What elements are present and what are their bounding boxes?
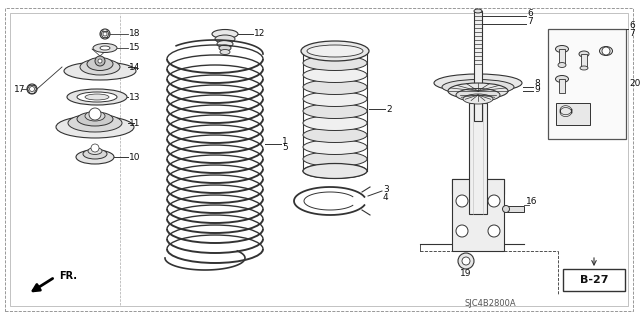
Bar <box>559 49 565 65</box>
Text: 8: 8 <box>534 79 540 88</box>
Ellipse shape <box>83 149 107 159</box>
Ellipse shape <box>456 88 500 101</box>
Ellipse shape <box>303 43 367 58</box>
Ellipse shape <box>303 103 367 118</box>
Text: 2: 2 <box>386 105 392 114</box>
Ellipse shape <box>301 41 369 61</box>
Circle shape <box>456 225 468 237</box>
Text: 11: 11 <box>129 118 141 128</box>
Ellipse shape <box>303 139 367 154</box>
Circle shape <box>602 47 610 55</box>
Circle shape <box>458 253 474 269</box>
Ellipse shape <box>220 49 230 55</box>
Ellipse shape <box>85 94 109 100</box>
Ellipse shape <box>556 46 568 53</box>
Bar <box>581 54 587 68</box>
Text: 7: 7 <box>527 18 532 26</box>
Text: B-27: B-27 <box>580 275 608 285</box>
Ellipse shape <box>68 114 122 132</box>
Circle shape <box>95 56 105 66</box>
Ellipse shape <box>100 46 110 50</box>
Ellipse shape <box>303 115 367 130</box>
Text: FR.: FR. <box>59 271 77 281</box>
Ellipse shape <box>448 83 508 99</box>
Ellipse shape <box>580 66 588 70</box>
Ellipse shape <box>215 35 235 43</box>
Polygon shape <box>452 179 504 243</box>
Text: 7: 7 <box>629 29 635 39</box>
Circle shape <box>488 225 500 237</box>
Ellipse shape <box>303 56 367 70</box>
Circle shape <box>462 257 470 265</box>
Ellipse shape <box>77 92 117 102</box>
Circle shape <box>98 59 102 63</box>
Ellipse shape <box>579 51 589 57</box>
Text: 1: 1 <box>282 137 288 145</box>
Text: 13: 13 <box>129 93 141 101</box>
Ellipse shape <box>600 47 612 56</box>
Circle shape <box>91 144 99 152</box>
Circle shape <box>103 32 107 36</box>
Ellipse shape <box>93 43 117 53</box>
Ellipse shape <box>303 79 367 94</box>
Ellipse shape <box>64 62 136 80</box>
Ellipse shape <box>76 150 114 164</box>
Ellipse shape <box>56 116 134 138</box>
Ellipse shape <box>307 45 363 57</box>
Text: 15: 15 <box>129 43 141 53</box>
Circle shape <box>488 195 500 207</box>
Ellipse shape <box>434 74 522 92</box>
Bar <box>474 11 482 121</box>
Circle shape <box>89 108 101 120</box>
Bar <box>452 179 504 251</box>
Ellipse shape <box>303 92 367 107</box>
Bar <box>563 269 625 291</box>
Text: 4: 4 <box>383 192 388 202</box>
Text: 6: 6 <box>527 10 532 19</box>
Text: 16: 16 <box>526 197 538 206</box>
Ellipse shape <box>217 41 233 48</box>
Ellipse shape <box>303 152 367 167</box>
Ellipse shape <box>303 164 367 179</box>
Bar <box>548 29 626 139</box>
Text: 10: 10 <box>129 152 141 161</box>
Ellipse shape <box>303 164 367 179</box>
Ellipse shape <box>212 29 238 39</box>
Bar <box>469 103 487 214</box>
Text: 14: 14 <box>129 63 140 71</box>
Circle shape <box>27 84 37 94</box>
Ellipse shape <box>442 79 514 94</box>
Text: SJC4B2800A: SJC4B2800A <box>464 299 516 308</box>
Ellipse shape <box>77 112 113 126</box>
Ellipse shape <box>303 128 367 143</box>
Circle shape <box>100 29 110 39</box>
Bar <box>556 103 590 125</box>
Text: 19: 19 <box>460 269 472 278</box>
Circle shape <box>29 86 35 92</box>
Bar <box>559 79 565 93</box>
Text: 3: 3 <box>383 184 388 194</box>
Ellipse shape <box>88 147 102 154</box>
Circle shape <box>456 195 468 207</box>
Ellipse shape <box>219 45 231 51</box>
Ellipse shape <box>80 59 120 75</box>
Text: 5: 5 <box>282 143 288 152</box>
Text: 17: 17 <box>13 85 25 93</box>
Text: 6: 6 <box>629 21 635 31</box>
Ellipse shape <box>474 9 482 13</box>
Text: 18: 18 <box>129 29 141 39</box>
Text: 20: 20 <box>629 79 640 88</box>
Ellipse shape <box>85 111 105 121</box>
Ellipse shape <box>556 76 568 83</box>
Text: 12: 12 <box>254 29 266 39</box>
Text: 9: 9 <box>534 85 540 94</box>
Ellipse shape <box>558 63 566 68</box>
Ellipse shape <box>303 68 367 83</box>
Bar <box>506 206 524 212</box>
Ellipse shape <box>67 89 127 105</box>
Ellipse shape <box>502 205 509 212</box>
Ellipse shape <box>463 94 493 104</box>
Ellipse shape <box>87 57 113 70</box>
